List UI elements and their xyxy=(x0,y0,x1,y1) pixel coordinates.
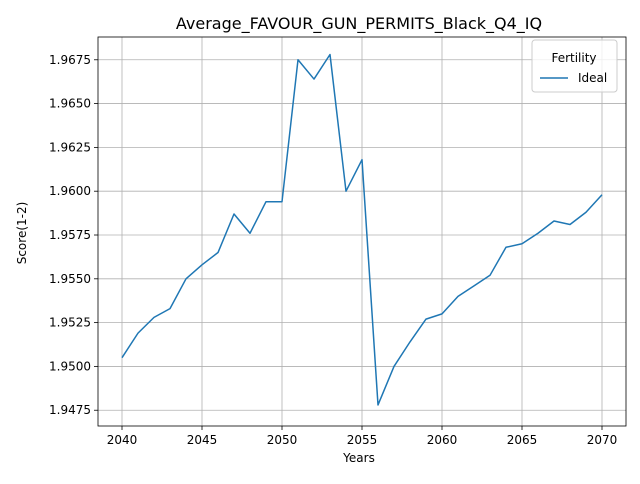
y-tick-label: 1.9475 xyxy=(49,403,91,417)
y-axis-ticks: 1.9475 1.9500 1.9525 1.9550 1.9575 1.9600 1.96… xyxy=(49,53,98,417)
x-tick-label: 2070 xyxy=(587,433,618,447)
y-tick-label: 1.9500 xyxy=(49,359,91,373)
x-tick-label: 2050 xyxy=(267,433,298,447)
y-tick-label: 1.9625 xyxy=(49,140,91,154)
y-tick-label: 1.9550 xyxy=(49,272,91,286)
x-tick-label: 2055 xyxy=(347,433,378,447)
x-tick-label: 2040 xyxy=(107,433,138,447)
y-tick-label: 1.9650 xyxy=(49,97,91,111)
y-axis-label: Score(1-2) xyxy=(15,202,29,265)
x-axis-label: Years xyxy=(342,451,375,465)
x-tick-label: 2065 xyxy=(507,433,538,447)
y-tick-label: 1.9600 xyxy=(49,184,91,198)
x-tick-label: 2060 xyxy=(427,433,458,447)
x-tick-label: 2045 xyxy=(187,433,218,447)
y-tick-label: 1.9675 xyxy=(49,53,91,67)
legend: Fertility Ideal xyxy=(532,40,617,92)
legend-label-ideal: Ideal xyxy=(578,71,607,85)
y-tick-label: 1.9525 xyxy=(49,316,91,330)
legend-title: Fertility xyxy=(551,51,596,65)
y-tick-label: 1.9575 xyxy=(49,228,91,242)
chart-title: Average_FAVOUR_GUN_PERMITS_Black_Q4_IQ xyxy=(176,14,542,34)
